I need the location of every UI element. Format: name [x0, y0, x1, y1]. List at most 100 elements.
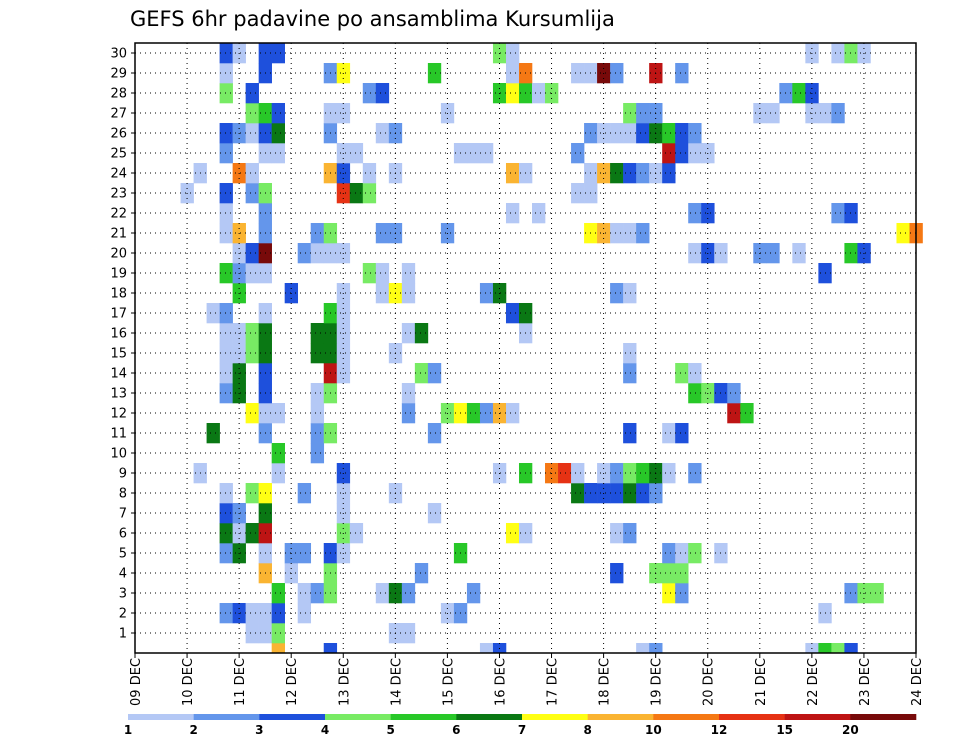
- y-tick-label: 22: [110, 207, 127, 222]
- y-tick-label: 23: [110, 187, 127, 202]
- x-tick-label: 15 DEC: [441, 658, 456, 706]
- heatmap-cell: [375, 123, 390, 144]
- heatmap-cell: [219, 603, 233, 624]
- colorbar-label: 2: [189, 723, 197, 737]
- heatmap-cell: [831, 103, 845, 124]
- heatmap-cell: [297, 483, 312, 504]
- y-tick-label: 26: [110, 127, 127, 142]
- heatmap-cell: [427, 503, 442, 524]
- heatmap-cell: [245, 163, 259, 184]
- heatmap-cell: [636, 123, 650, 144]
- colorbar-swatch: [325, 714, 391, 720]
- colorbar-swatch: [850, 714, 917, 720]
- y-tick-label: 19: [110, 267, 127, 282]
- heatmap-cell: [219, 203, 233, 224]
- heatmap-cell: [271, 643, 285, 654]
- heatmap-cell: [532, 203, 546, 224]
- heatmap-cell: [610, 123, 624, 144]
- heatmap-cell: [271, 143, 285, 164]
- heatmap-cell: [245, 83, 259, 104]
- x-tick-label: 19 DEC: [650, 658, 665, 706]
- heatmap-cell: [466, 403, 481, 424]
- plot-frame: [134, 42, 917, 654]
- colorbar-swatch: [259, 714, 326, 720]
- colorbar-label: 6: [452, 723, 460, 737]
- heatmap-cell: [219, 263, 233, 284]
- heatmap-cell: [623, 163, 637, 184]
- colorbar-label: 8: [583, 723, 591, 737]
- heatmap-cell: [662, 143, 676, 164]
- colorbar-label: 4: [321, 723, 329, 737]
- heatmap-cell: [505, 523, 520, 544]
- colorbar-swatch: [390, 714, 457, 720]
- y-tick-label: 2: [119, 607, 127, 622]
- colorbar-swatch: [128, 714, 194, 720]
- heatmap-cell: [219, 503, 233, 524]
- heatmap-cell: [310, 583, 325, 604]
- x-tick-label: 16 DEC: [493, 658, 508, 706]
- heatmap-cell: [662, 543, 676, 564]
- heatmap-cell: [245, 243, 259, 264]
- heatmap-cell: [505, 43, 520, 64]
- heatmap-cell: [896, 223, 910, 244]
- y-tick-label: 5: [119, 547, 127, 562]
- heatmap-cell: [636, 483, 650, 504]
- heatmap-cell: [479, 403, 494, 424]
- heatmap-cell: [844, 583, 858, 604]
- x-tick-label: 09 DEC: [129, 658, 144, 706]
- heatmap-cell: [610, 463, 624, 484]
- heatmap-cell: [610, 163, 624, 184]
- heatmap-cell: [349, 183, 364, 204]
- heatmap-cell: [245, 103, 259, 124]
- heatmap-cell: [623, 283, 637, 304]
- heatmap-cell: [401, 403, 416, 424]
- heatmap-cell: [219, 143, 233, 164]
- heatmap-cell: [571, 483, 585, 504]
- heatmap-cell: [571, 183, 585, 204]
- heatmap-cell: [688, 463, 702, 484]
- heatmap-cell: [505, 63, 520, 84]
- heatmap-cell: [792, 83, 806, 104]
- heatmap-cell: [662, 163, 676, 184]
- heatmap-cell: [675, 143, 689, 164]
- heatmap-cell: [662, 423, 676, 444]
- y-tick-label: 9: [119, 467, 127, 482]
- heatmap-cell: [675, 123, 689, 144]
- heatmap-cell: [571, 463, 585, 484]
- heatmap-cell: [466, 143, 481, 164]
- heatmap-cell: [245, 323, 259, 344]
- heatmap-cell: [505, 203, 520, 224]
- heatmap-cell: [245, 623, 259, 644]
- heatmap-cell: [401, 283, 416, 304]
- heatmap-cell: [245, 483, 259, 504]
- heatmap-cell: [688, 203, 702, 224]
- heatmap-cell: [271, 103, 285, 124]
- heatmap-cell: [623, 463, 637, 484]
- heatmap-cell: [297, 543, 312, 564]
- heatmap-cell: [349, 523, 364, 544]
- grid-lines: [135, 43, 916, 653]
- colorbar-label: 12: [711, 723, 728, 737]
- colorbar-swatch: [522, 714, 588, 720]
- heatmap-cell: [271, 583, 285, 604]
- heatmap-cell: [479, 643, 494, 654]
- heatmap-cell: [623, 483, 637, 504]
- heatmap-cell: [623, 103, 637, 124]
- heatmap-cell: [662, 563, 676, 584]
- heatmap-cell: [675, 543, 689, 564]
- colorbar-swatch: [587, 714, 654, 720]
- heatmap-cell: [219, 543, 233, 564]
- colorbar-label: 10: [645, 723, 662, 737]
- heatmap-cell: [831, 203, 845, 224]
- heatmap-cell: [766, 243, 780, 264]
- heatmap-cell: [610, 483, 624, 504]
- heatmap-cell: [427, 63, 442, 84]
- heatmap-cell: [675, 363, 689, 384]
- heatmap-cell: [636, 103, 650, 124]
- colorbar-swatch: [456, 714, 523, 720]
- heatmap-cell: [310, 403, 325, 424]
- y-tick-label: 7: [119, 507, 127, 522]
- heatmap-cell: [375, 283, 390, 304]
- heatmap-cell: [675, 583, 689, 604]
